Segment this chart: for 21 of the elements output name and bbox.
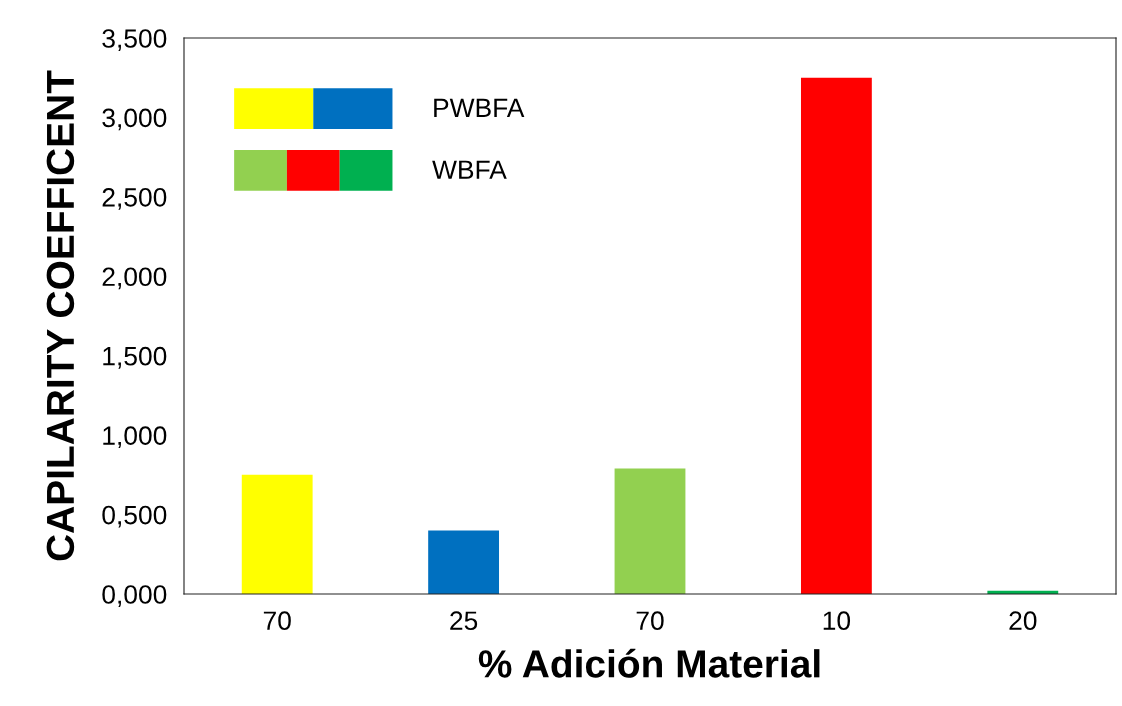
y-tick-label: 1,500 (103, 346, 167, 369)
bar (428, 530, 500, 594)
legend-label: WBFA (432, 160, 507, 179)
bar (800, 77, 872, 594)
x-tick-label: 70 (636, 611, 664, 631)
y-axis-title: CAPILARITY COEFFICENT (46, 70, 75, 561)
legend-label: PWBFA (434, 98, 525, 117)
x-tick-label: 10 (823, 611, 851, 631)
y-tick-label: 0,000 (102, 585, 167, 607)
y-tick-label: 1,000 (103, 426, 167, 449)
y-tick-label: 3,000 (102, 108, 167, 131)
x-tick-label: 25 (450, 611, 478, 631)
x-tick-label: 20 (1009, 611, 1037, 631)
y-tick-label: 2,500 (102, 187, 167, 210)
y-tick-label: 2,000 (102, 267, 167, 290)
x-axis-title: % Adición Material (478, 648, 820, 678)
bar (614, 468, 686, 594)
bar (241, 474, 313, 594)
y-tick-label: 3,500 (102, 29, 167, 51)
y-tick-label: 0,500 (102, 505, 167, 528)
x-tick-label: 70 (263, 611, 291, 631)
